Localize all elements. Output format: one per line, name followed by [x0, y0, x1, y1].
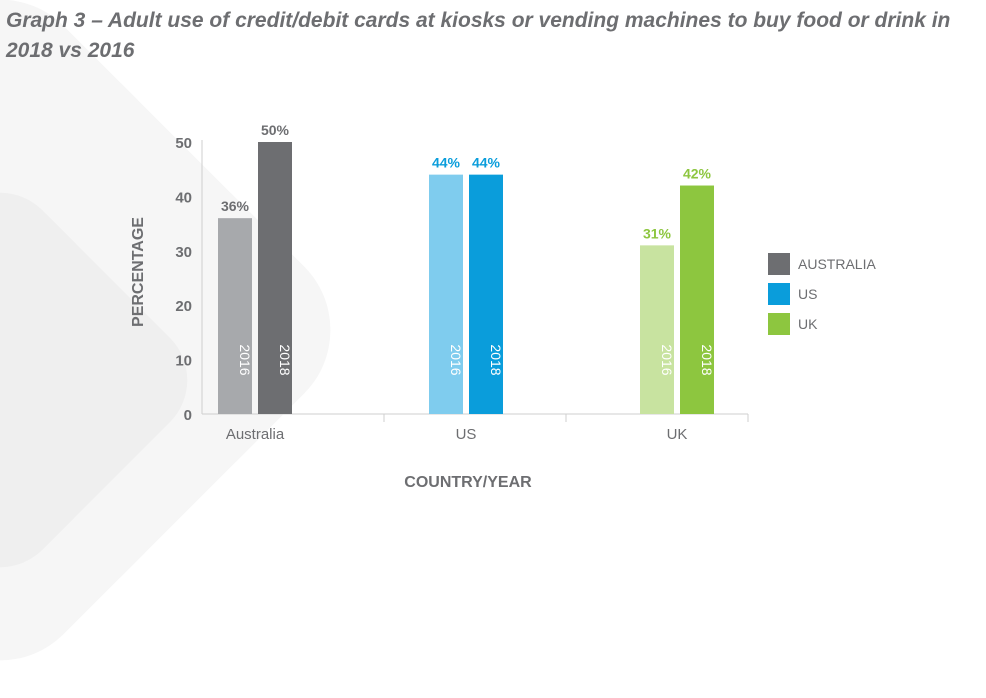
bar-uk-2016: [640, 245, 674, 414]
bar-australia-2018: [258, 142, 292, 414]
y-tick-label: 30: [175, 244, 192, 261]
bar-us-2018: [469, 174, 503, 414]
bar-year-label: 2016: [659, 344, 675, 375]
bar-us-2016: [429, 174, 463, 414]
bar-year-label: 2016: [448, 344, 464, 375]
data-label: 44%: [472, 155, 501, 171]
legend-swatch-us: [768, 283, 790, 305]
x-category-label: Australia: [226, 426, 285, 443]
legend-label: UK: [798, 316, 818, 332]
data-label: 36%: [221, 198, 250, 214]
bar-year-label: 2018: [488, 344, 504, 375]
bar-uk-2018: [680, 185, 714, 414]
legend-label: AUSTRALIA: [798, 256, 876, 272]
x-category-label: US: [456, 426, 477, 443]
legend-label: US: [798, 286, 817, 302]
y-tick-label: 0: [184, 407, 192, 424]
bar-year-label: 2018: [699, 344, 715, 375]
y-tick-label: 40: [175, 189, 192, 206]
bar-year-label: 2016: [237, 344, 253, 375]
y-tick-label: 50: [175, 135, 192, 152]
data-label: 42%: [683, 166, 712, 182]
data-label: 44%: [432, 155, 461, 171]
bar-australia-2016: [218, 218, 252, 414]
bar-year-label: 2018: [277, 344, 293, 375]
x-axis-title: COUNTRY/YEAR: [404, 474, 532, 491]
bar-chart: 0 10 20 30 40 50 36% 2016 50% 2018 Australia 44% 201…: [130, 122, 876, 491]
y-tick-label: 20: [175, 298, 192, 315]
legend-swatch-australia: [768, 253, 790, 275]
chart-title: Graph 3 – Adult use of credit/debit card…: [6, 9, 951, 62]
legend-swatch-uk: [768, 313, 790, 335]
data-label: 31%: [643, 225, 672, 241]
x-category-label: UK: [667, 426, 688, 443]
y-axis-title: PERCENTAGE: [130, 217, 147, 327]
data-label: 50%: [261, 122, 290, 138]
y-tick-label: 10: [175, 353, 192, 370]
